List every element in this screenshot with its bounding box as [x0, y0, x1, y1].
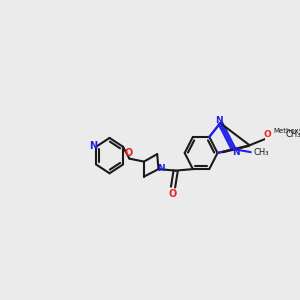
Text: N: N: [232, 148, 240, 157]
Text: O: O: [169, 189, 177, 199]
Text: N: N: [215, 116, 223, 124]
Text: Methoxy: Methoxy: [273, 128, 300, 134]
Text: N: N: [157, 164, 165, 173]
Text: CH₃: CH₃: [286, 130, 300, 139]
Text: O: O: [264, 130, 272, 139]
Text: O: O: [125, 148, 133, 158]
Text: N: N: [89, 141, 97, 151]
Text: CH₃: CH₃: [254, 148, 269, 157]
